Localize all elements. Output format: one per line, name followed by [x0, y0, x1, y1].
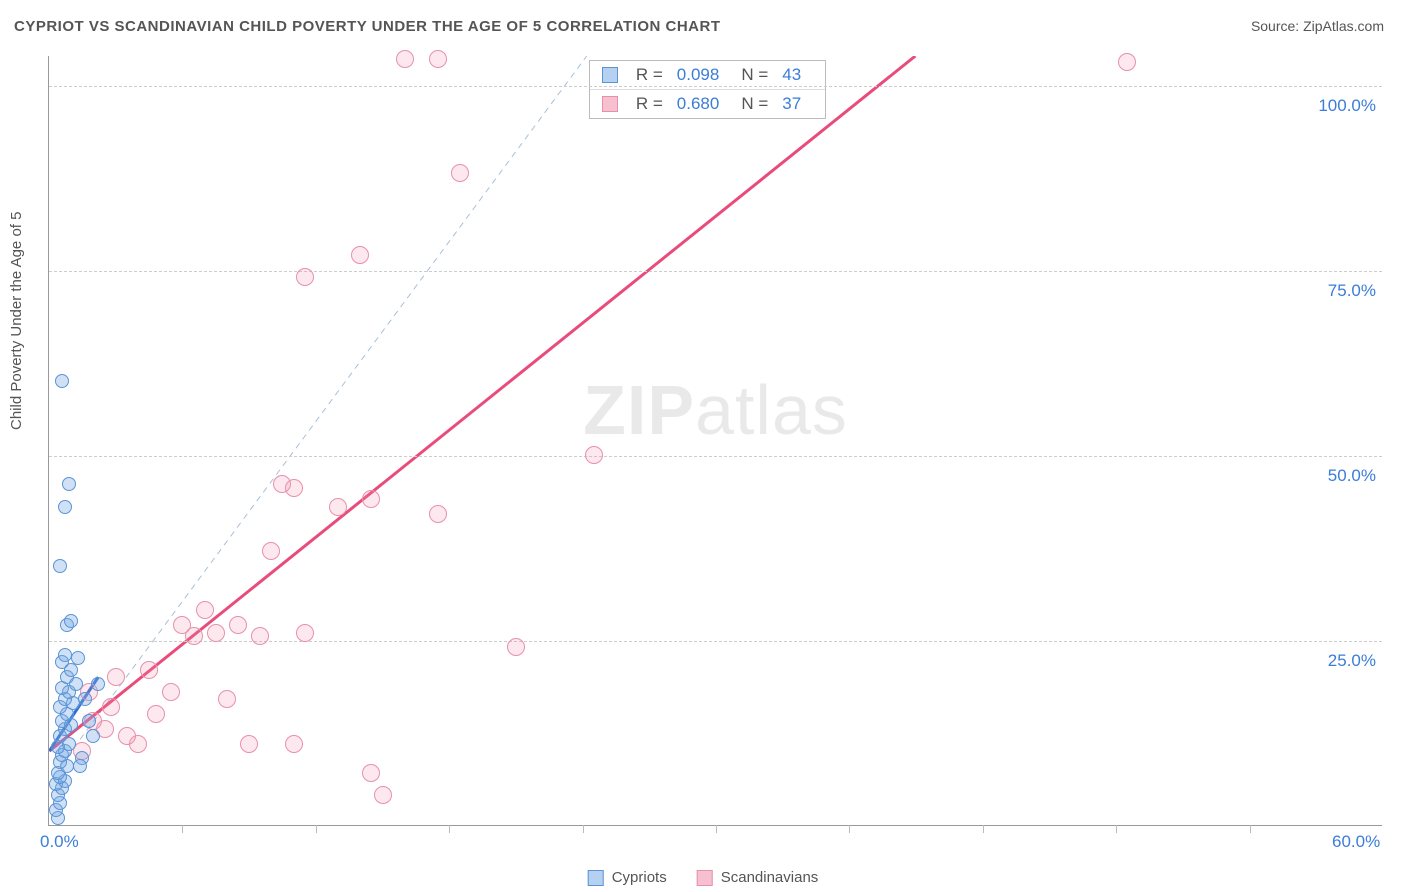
- n-label: N =: [741, 94, 768, 114]
- data-point: [396, 50, 414, 68]
- swatch-pink-icon: [602, 96, 618, 112]
- r-value-pink: 0.680: [677, 94, 720, 114]
- data-point: [102, 698, 120, 716]
- legend-label-pink: Scandinavians: [721, 869, 819, 886]
- data-point: [147, 705, 165, 723]
- data-point: [91, 677, 105, 691]
- plot-area: ZIPatlas R = 0.098 N = 43 R = 0.680 N = …: [48, 56, 1382, 826]
- data-point: [82, 714, 96, 728]
- data-point: [296, 624, 314, 642]
- x-tick: [316, 825, 317, 833]
- stats-box: R = 0.098 N = 43 R = 0.680 N = 37: [589, 60, 826, 119]
- swatch-pink-icon: [697, 870, 713, 886]
- legend-item-blue: Cypriots: [588, 869, 667, 886]
- data-point: [262, 542, 280, 560]
- gridline-h: [49, 86, 1382, 87]
- data-point: [140, 661, 158, 679]
- legend: Cypriots Scandinavians: [588, 869, 819, 886]
- r-value-blue: 0.098: [677, 65, 720, 85]
- y-tick-label: 75.0%: [1328, 281, 1384, 301]
- n-value-blue: 43: [782, 65, 801, 85]
- data-point: [71, 651, 85, 665]
- data-point: [53, 559, 67, 573]
- data-point: [55, 374, 69, 388]
- data-point: [507, 638, 525, 656]
- legend-item-pink: Scandinavians: [697, 869, 819, 886]
- legend-label-blue: Cypriots: [612, 869, 667, 886]
- x-axis-end-label: 60.0%: [1332, 832, 1380, 852]
- data-point: [218, 690, 236, 708]
- data-point: [585, 446, 603, 464]
- data-point: [62, 477, 76, 491]
- data-point: [362, 764, 380, 782]
- r-label: R =: [636, 94, 663, 114]
- y-tick-label: 100.0%: [1318, 96, 1384, 116]
- watermark: ZIPatlas: [583, 370, 848, 450]
- source-prefix: Source:: [1251, 18, 1303, 34]
- data-point: [1118, 53, 1136, 71]
- x-tick: [449, 825, 450, 833]
- data-point: [451, 164, 469, 182]
- r-label: R =: [636, 65, 663, 85]
- data-point: [351, 246, 369, 264]
- data-point: [129, 735, 147, 753]
- data-point: [64, 614, 78, 628]
- watermark-light: atlas: [695, 371, 848, 449]
- gridline-h: [49, 271, 1382, 272]
- data-point: [429, 50, 447, 68]
- y-tick-label: 50.0%: [1328, 466, 1384, 486]
- source-attribution: Source: ZipAtlas.com: [1251, 18, 1384, 34]
- y-tick-label: 25.0%: [1328, 651, 1384, 671]
- data-point: [285, 479, 303, 497]
- x-tick: [849, 825, 850, 833]
- n-value-pink: 37: [782, 94, 801, 114]
- x-tick: [182, 825, 183, 833]
- x-tick: [1116, 825, 1117, 833]
- data-point: [162, 683, 180, 701]
- x-axis-origin-label: 0.0%: [40, 832, 79, 852]
- data-point: [58, 648, 72, 662]
- n-label: N =: [741, 65, 768, 85]
- gridline-h: [49, 456, 1382, 457]
- swatch-blue-icon: [602, 67, 618, 83]
- data-point: [58, 500, 72, 514]
- data-point: [73, 759, 87, 773]
- data-point: [429, 505, 447, 523]
- data-point: [296, 268, 314, 286]
- data-point: [251, 627, 269, 645]
- data-point: [185, 627, 203, 645]
- data-point: [240, 735, 258, 753]
- x-tick: [1250, 825, 1251, 833]
- data-point: [374, 786, 392, 804]
- swatch-blue-icon: [588, 870, 604, 886]
- data-point: [362, 490, 380, 508]
- data-point: [329, 498, 347, 516]
- data-point: [207, 624, 225, 642]
- x-tick: [983, 825, 984, 833]
- data-point: [86, 729, 100, 743]
- x-tick: [716, 825, 717, 833]
- data-point: [285, 735, 303, 753]
- stats-row-pink: R = 0.680 N = 37: [590, 89, 825, 118]
- trend-lines-layer: [49, 56, 1382, 825]
- gridline-h: [49, 641, 1382, 642]
- data-point: [229, 616, 247, 634]
- y-axis-label: Child Poverty Under the Age of 5: [8, 212, 25, 430]
- data-point: [78, 692, 92, 706]
- data-point: [196, 601, 214, 619]
- chart-title: CYPRIOT VS SCANDINAVIAN CHILD POVERTY UN…: [14, 18, 721, 35]
- source-name: ZipAtlas.com: [1303, 18, 1384, 34]
- x-tick: [583, 825, 584, 833]
- data-point: [107, 668, 125, 686]
- watermark-bold: ZIP: [583, 371, 695, 449]
